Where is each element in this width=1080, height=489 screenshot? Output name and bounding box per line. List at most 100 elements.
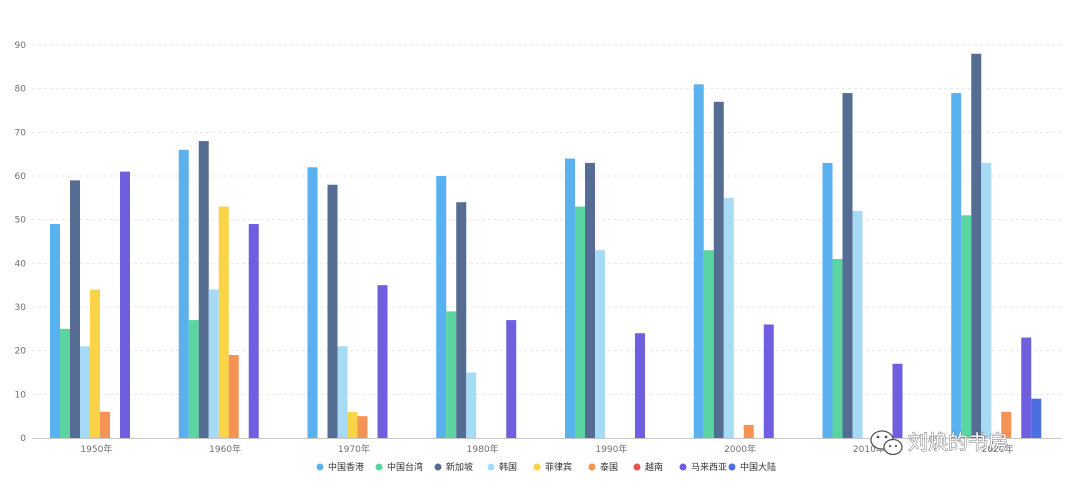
bar: [198, 141, 209, 439]
bar: [188, 320, 199, 438]
legend-item: 菲律宾: [533, 461, 572, 473]
wechat-icon: [870, 430, 903, 456]
legend-marker: [316, 463, 324, 471]
y-tick-label: 90: [15, 41, 27, 51]
y-axis: 0 10 20 30 40 50 60 70 80 90: [15, 41, 27, 444]
y-tick-label: 0: [20, 434, 26, 444]
legend-marker: [375, 463, 383, 471]
bar: [703, 250, 714, 438]
bars: [50, 53, 1042, 439]
bar: [951, 93, 962, 439]
x-tick-label: 1950年: [80, 443, 112, 455]
bar: [506, 320, 517, 438]
x-tick-label: 1980年: [467, 443, 499, 455]
x-axis: 1950年 1960年 1970年 1980年 1990年 2000年 2010年 2020年: [80, 443, 1013, 455]
legend-item: 中国香港: [316, 461, 364, 473]
y-tick-label: 50: [15, 216, 27, 226]
x-tick-label: 2020年: [982, 443, 1014, 455]
legend-item: 泰国: [588, 461, 618, 473]
bar: [337, 346, 348, 438]
legend-label: 新加坡: [446, 461, 473, 473]
x-tick-label: 2000年: [724, 443, 756, 455]
y-tick-label: 30: [15, 303, 27, 313]
bar: [971, 53, 982, 438]
y-tick-label: 80: [15, 85, 27, 95]
bar: [743, 424, 754, 438]
bar: [842, 93, 853, 439]
bar: [178, 149, 189, 439]
bar: [347, 411, 358, 438]
legend-label: 菲律宾: [545, 461, 572, 473]
y-tick-label: 70: [15, 128, 27, 138]
legend-label: 中国大陆: [740, 461, 776, 473]
bar: [595, 250, 605, 438]
bar: [446, 311, 457, 438]
bar: [218, 206, 229, 438]
legend-marker: [487, 463, 495, 471]
bar: [822, 162, 833, 438]
bar: [60, 328, 70, 438]
bar: [50, 224, 60, 438]
bar: [1001, 411, 1012, 438]
bar: [208, 289, 219, 438]
y-tick-label: 10: [15, 390, 27, 400]
bar: [456, 202, 467, 438]
legend-item: 马来西亚: [679, 462, 727, 473]
bar: [763, 324, 774, 438]
bar: [961, 215, 972, 438]
bar: [436, 176, 447, 438]
bar: [377, 285, 388, 438]
legend: 中国香港 中国台湾 新加坡 韩国 菲律宾 泰国 越南 马来西亚 中国大陆: [316, 461, 776, 473]
bar: [1021, 337, 1032, 438]
legend-marker: [679, 463, 687, 471]
x-tick-label: 1960年: [209, 443, 241, 455]
y-tick-label: 60: [15, 172, 27, 182]
legend-item: 中国台湾: [375, 461, 423, 473]
legend-marker: [633, 463, 641, 471]
legend-label: 泰国: [600, 461, 618, 473]
legend-marker: [434, 463, 442, 471]
bar: [357, 416, 368, 438]
bar: [307, 167, 318, 438]
legend-item: 新加坡: [434, 461, 473, 473]
bar: [466, 372, 477, 438]
legend-label: 马来西亚: [691, 462, 727, 473]
bar: [713, 101, 724, 439]
bar: [852, 210, 863, 438]
bar: [1031, 398, 1042, 438]
bar: [693, 84, 704, 439]
legend-item: 越南: [633, 461, 663, 473]
bar: [120, 171, 130, 438]
bar: [585, 162, 595, 438]
y-tick-label: 20: [15, 347, 27, 357]
bar: [981, 162, 992, 438]
bar: [80, 346, 90, 438]
x-tick-label: 1990年: [595, 443, 627, 455]
legend-label: 越南: [645, 461, 663, 473]
legend-marker: [533, 463, 541, 471]
legend-label: 韩国: [499, 461, 517, 473]
legend-marker: [728, 463, 736, 471]
bar: [565, 158, 575, 439]
bar: [327, 184, 338, 438]
bar: [575, 206, 585, 438]
bar: [723, 197, 734, 438]
legend-label: 中国台湾: [387, 461, 423, 473]
legend-item: 中国大陆: [728, 461, 776, 473]
legend-marker: [588, 463, 596, 471]
bar: [70, 180, 80, 438]
bar: [90, 289, 100, 438]
x-tick-label: 1970年: [338, 443, 370, 455]
bar: [832, 258, 843, 438]
y-tick-label: 40: [15, 259, 27, 269]
bar: [228, 355, 239, 438]
legend-label: 中国香港: [328, 461, 364, 473]
bar: [248, 224, 259, 438]
bar: [635, 333, 645, 438]
legend-item: 韩国: [487, 461, 517, 473]
watermark: 刘焕的书房: [870, 430, 1008, 456]
watermark-text: 刘焕的书房: [908, 430, 1008, 454]
bar: [100, 411, 110, 438]
bar: [892, 363, 903, 438]
